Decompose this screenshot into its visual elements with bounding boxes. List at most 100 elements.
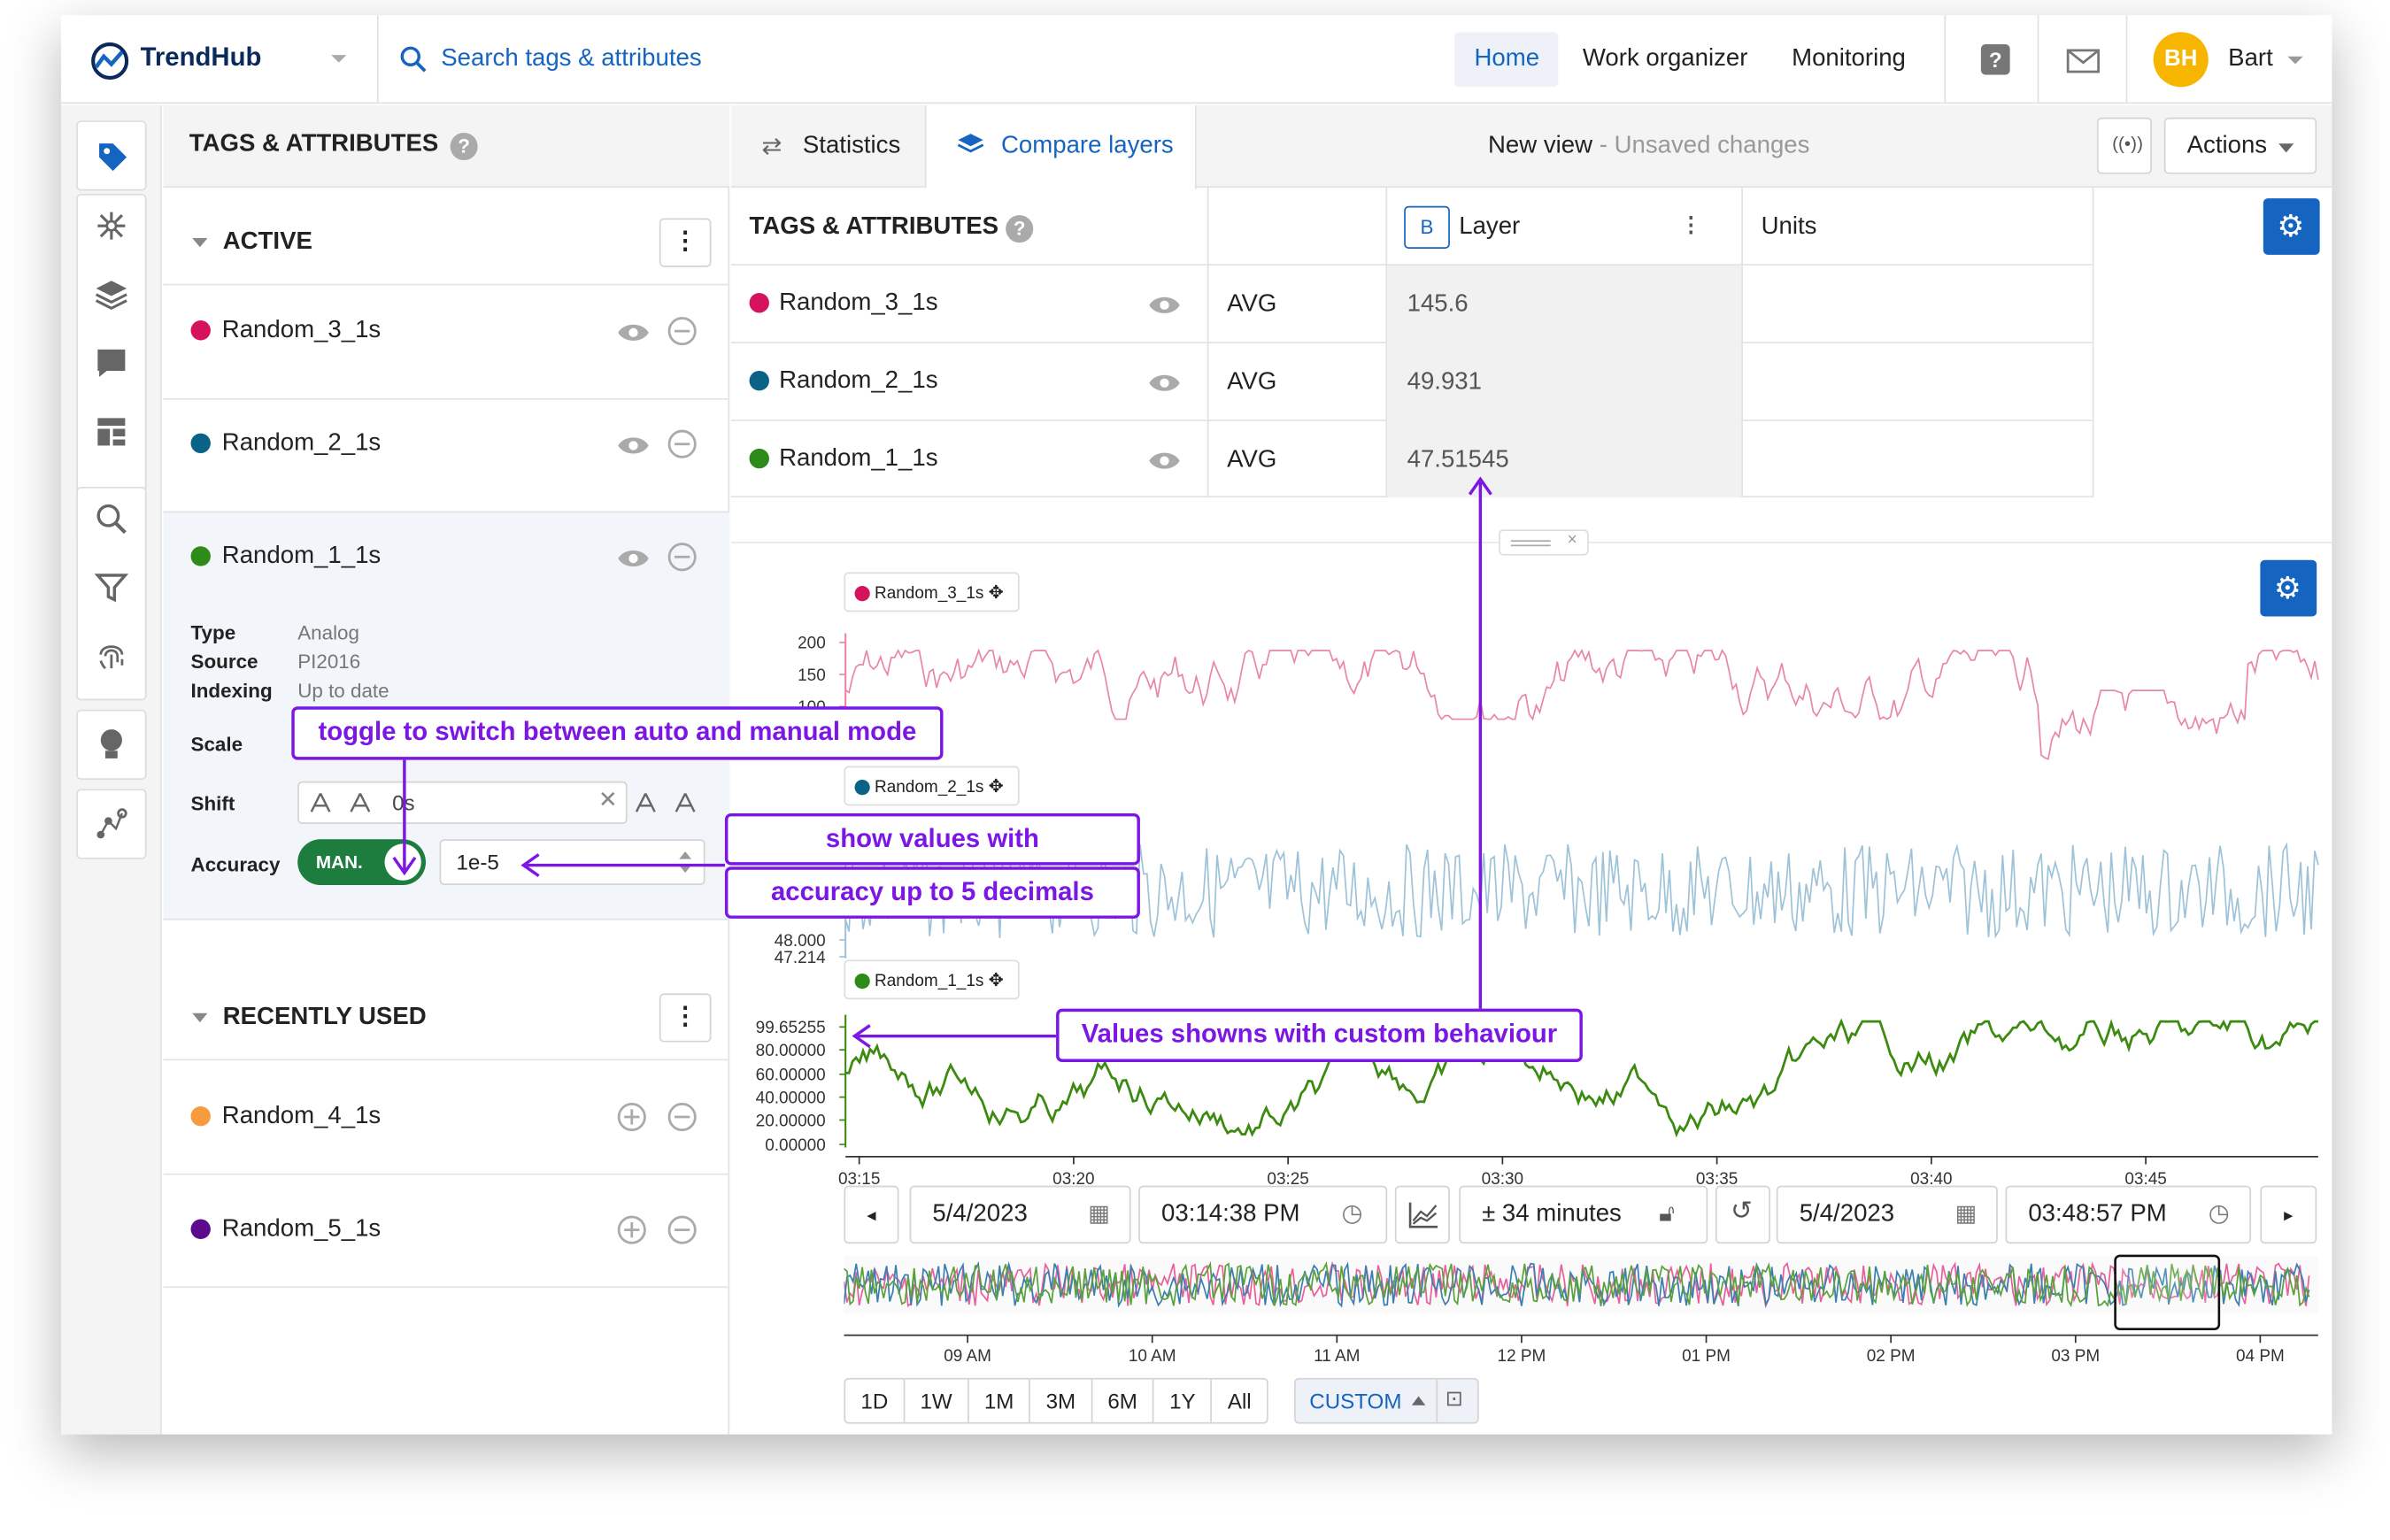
pattern-icon[interactable] [95,807,128,841]
mail-icon[interactable] [2066,49,2101,73]
legend-chip[interactable]: Random_3_1s ✥ [844,572,1020,612]
table-row[interactable]: Random_2_1s [749,368,938,396]
user-name[interactable]: Bart [2228,45,2273,73]
active-tag-row[interactable]: Random_1_1s [190,543,381,571]
collapse-chevron-icon[interactable] [191,1012,210,1024]
legend-chip[interactable]: Random_2_1s ✥ [844,766,1020,806]
help-circle-icon[interactable]: ? [450,132,478,161]
eye-icon[interactable] [1148,450,1182,472]
layer-menu-icon[interactable]: ⋮ [1680,212,1702,237]
active-menu-button[interactable]: ⋮ [659,218,712,267]
range-next-button[interactable]: ▸ [2260,1185,2317,1244]
move-icon[interactable]: ✥ [988,774,1005,797]
fingerprint-icon[interactable] [95,639,128,673]
close-icon[interactable]: × [1567,530,1577,550]
nav-home-label[interactable]: Home [1474,45,1540,73]
remove-icon[interactable] [667,1102,697,1132]
tab-compare-layers[interactable]: Compare layers [926,104,1197,189]
search-icon[interactable] [400,46,428,73]
add-icon[interactable] [617,1102,647,1132]
comments-icon[interactable] [95,346,128,380]
expand-icon[interactable]: ⊡ [1445,1385,1463,1411]
nav-home[interactable] [1454,32,1559,88]
eye-icon[interactable] [1148,295,1182,316]
help-icon[interactable]: ? [1980,43,2010,75]
recent-tag-row[interactable]: Random_4_1s [190,1104,381,1131]
shift-forward-icon[interactable] [673,792,698,813]
lock-icon[interactable]: 🔓︎ [1659,1200,1675,1228]
search-input[interactable]: Search tags & attributes [441,45,702,73]
tags-rail-button[interactable] [76,120,147,191]
shift-back-icon[interactable] [308,792,333,813]
clock-icon[interactable]: ◷ [1341,1200,1363,1228]
overview-navigator[interactable]: 09 AM 10 AM 11 AM 12 PM 01 PM 02 PM 03 PM 04 PM [844,1251,2318,1366]
table-row[interactable]: Random_3_1s [749,290,938,318]
tab-statistics[interactable]: ⇄ Statistics [731,104,927,189]
history-button[interactable]: ↺ [1715,1185,1770,1244]
app-menu-chevron-icon[interactable] [329,53,348,65]
move-icon[interactable]: ✥ [988,581,1005,604]
nav-monitoring[interactable]: Monitoring [1792,45,1906,73]
active-tag-row[interactable]: Random_3_1s [190,318,381,345]
end-date-input[interactable]: 5/4/2023 ▦ [1776,1185,1998,1244]
layer-badge[interactable]: B [1404,205,1450,250]
actions-button[interactable]: Actions [2163,117,2317,174]
dashboard-icon[interactable] [95,415,128,449]
preset-6m[interactable]: 6M [1092,1379,1154,1422]
avatar[interactable]: BH [2153,32,2209,88]
start-date-input[interactable]: 5/4/2023 ▦ [909,1185,1131,1244]
calendar-icon[interactable]: ▦ [1088,1200,1110,1228]
preset-all[interactable]: All [1227,1388,1252,1413]
preset-1w[interactable]: 1W [905,1379,969,1422]
move-icon[interactable]: ✥ [988,968,1005,990]
remove-icon[interactable] [667,542,697,572]
preset-1y[interactable]: 1Y [1154,1379,1213,1422]
custom-range-button[interactable]: CUSTOM ⊡ [1294,1377,1479,1424]
eye-icon[interactable] [617,322,651,343]
eye-icon[interactable] [617,548,651,569]
user-menu-chevron-icon[interactable] [2286,55,2305,67]
collapse-chevron-icon[interactable] [191,236,210,249]
recent-menu-button[interactable]: ⋮ [659,993,712,1043]
shift-input[interactable] [297,781,628,825]
clear-shift-icon[interactable]: ✕ [598,787,618,813]
view-title[interactable]: New view - Unsaved changes [1487,132,1810,159]
end-time-input[interactable]: 03:48:57 PM ◷ [2005,1185,2252,1244]
chart-type-button[interactable] [1394,1185,1450,1244]
add-icon[interactable] [617,1214,647,1244]
row-aggregation[interactable]: AVG [1227,291,1277,318]
remove-icon[interactable] [667,1214,697,1244]
eye-icon[interactable] [1148,373,1182,394]
preset-3m[interactable]: 3M [1030,1379,1093,1422]
remove-icon[interactable] [667,428,697,458]
calendar-icon[interactable]: ▦ [1954,1200,1978,1228]
preset-1d[interactable]: 1D [845,1379,906,1422]
shift-forward-small-icon[interactable] [634,792,659,813]
asset-icon[interactable] [95,209,128,243]
clock-icon[interactable]: ◷ [2208,1200,2230,1228]
legend-chip[interactable]: Random_1_1s ✥ [844,959,1020,1000]
accuracy-input[interactable]: 1e-5 [439,839,705,885]
remove-icon[interactable] [667,316,697,346]
shift-back-small-icon[interactable] [348,792,373,813]
panel-resize-handle[interactable]: × [1499,529,1589,556]
range-prev-button[interactable]: ◂ [844,1185,899,1244]
help-circle-icon[interactable]: ? [1006,215,1034,243]
nav-work-organizer[interactable]: Work organizer [1582,45,1748,73]
duration-input[interactable]: ± 34 minutes 🔓︎ [1459,1185,1708,1244]
preset-1m[interactable]: 1M [969,1379,1031,1422]
recent-tag-row[interactable]: Random_5_1s [190,1216,381,1244]
search-rail-icon[interactable] [95,502,128,535]
filter-icon[interactable] [94,571,128,604]
live-mode-button[interactable]: ((•)) [2096,117,2152,174]
layers-icon[interactable] [95,278,128,312]
stepper-icon[interactable] [678,850,693,874]
row-aggregation[interactable]: AVG [1227,447,1277,474]
chart-settings-button[interactable]: ⚙ [2260,559,2317,617]
start-time-input[interactable]: 03:14:38 PM ◷ [1138,1185,1388,1244]
lightbulb-icon[interactable] [96,727,127,763]
eye-icon[interactable] [617,435,651,456]
table-settings-button[interactable]: ⚙ [2263,198,2320,255]
row-aggregation[interactable]: AVG [1227,369,1277,396]
active-tag-row[interactable]: Random_2_1s [190,430,381,458]
